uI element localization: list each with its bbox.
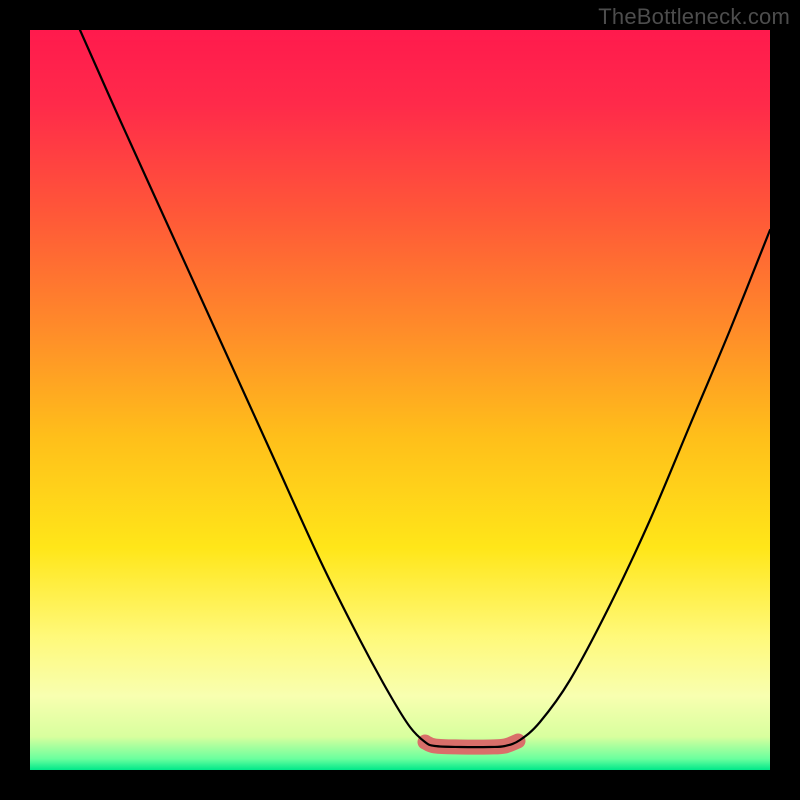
bottleneck-chart (30, 30, 770, 770)
attribution-text: TheBottleneck.com (598, 4, 790, 30)
gradient-background (30, 30, 770, 770)
chart-svg (30, 30, 770, 770)
